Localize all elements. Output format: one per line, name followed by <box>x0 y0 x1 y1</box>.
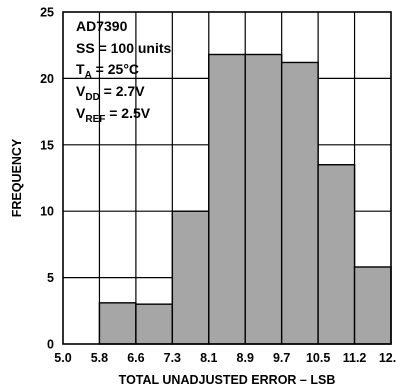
x-tick-label: 7.3 <box>164 351 181 365</box>
x-axis-title: TOTAL UNADJUSTED ERROR – LSB <box>119 373 336 387</box>
y-tick-label: 20 <box>40 72 54 86</box>
histogram-bar <box>280 61 319 345</box>
x-tick-labels: 5.0 5.8 6.6 7.3 8.1 8.9 9.7 10.5 11.2 12.0 <box>54 351 396 365</box>
histogram-bar <box>317 164 356 345</box>
x-tick-label: 9.7 <box>273 351 290 365</box>
x-tick-label: 8.9 <box>237 351 254 365</box>
histogram-bar <box>98 302 137 345</box>
y-tick-label: 25 <box>40 6 54 20</box>
x-tick-label: 8.1 <box>200 351 217 365</box>
y-tick-label: 5 <box>47 271 54 285</box>
x-tick-label: 6.6 <box>127 351 144 365</box>
histogram-bar <box>208 53 246 345</box>
histogram-bar <box>353 266 392 345</box>
x-tick-label: 5.8 <box>91 351 108 365</box>
x-tick-label: 10.5 <box>306 351 330 365</box>
annotation-line: SS = 100 units <box>76 40 172 56</box>
annotation-line: TA = 25°C <box>76 61 139 81</box>
annotation-line: AD7390 <box>76 18 128 34</box>
histogram-bar <box>135 303 174 345</box>
x-tick-label: 12.0 <box>379 351 396 365</box>
annotation-line: VREF = 2.5V <box>76 105 151 125</box>
x-tick-label: 5.0 <box>54 351 71 365</box>
plot-frame <box>62 11 392 345</box>
y-axis-title: FREQUENCY <box>10 138 24 217</box>
y-tick-label: 0 <box>47 338 54 352</box>
y-tick-label: 15 <box>40 138 54 152</box>
y-tick-label: 10 <box>40 205 54 219</box>
histogram-bar <box>171 210 210 345</box>
histogram-bar <box>244 53 283 345</box>
annotation-line: VDD = 2.7V <box>76 83 145 103</box>
y-tick-labels: 0 5 10 15 20 25 <box>40 6 54 352</box>
x-tick-label: 11.2 <box>343 351 367 365</box>
